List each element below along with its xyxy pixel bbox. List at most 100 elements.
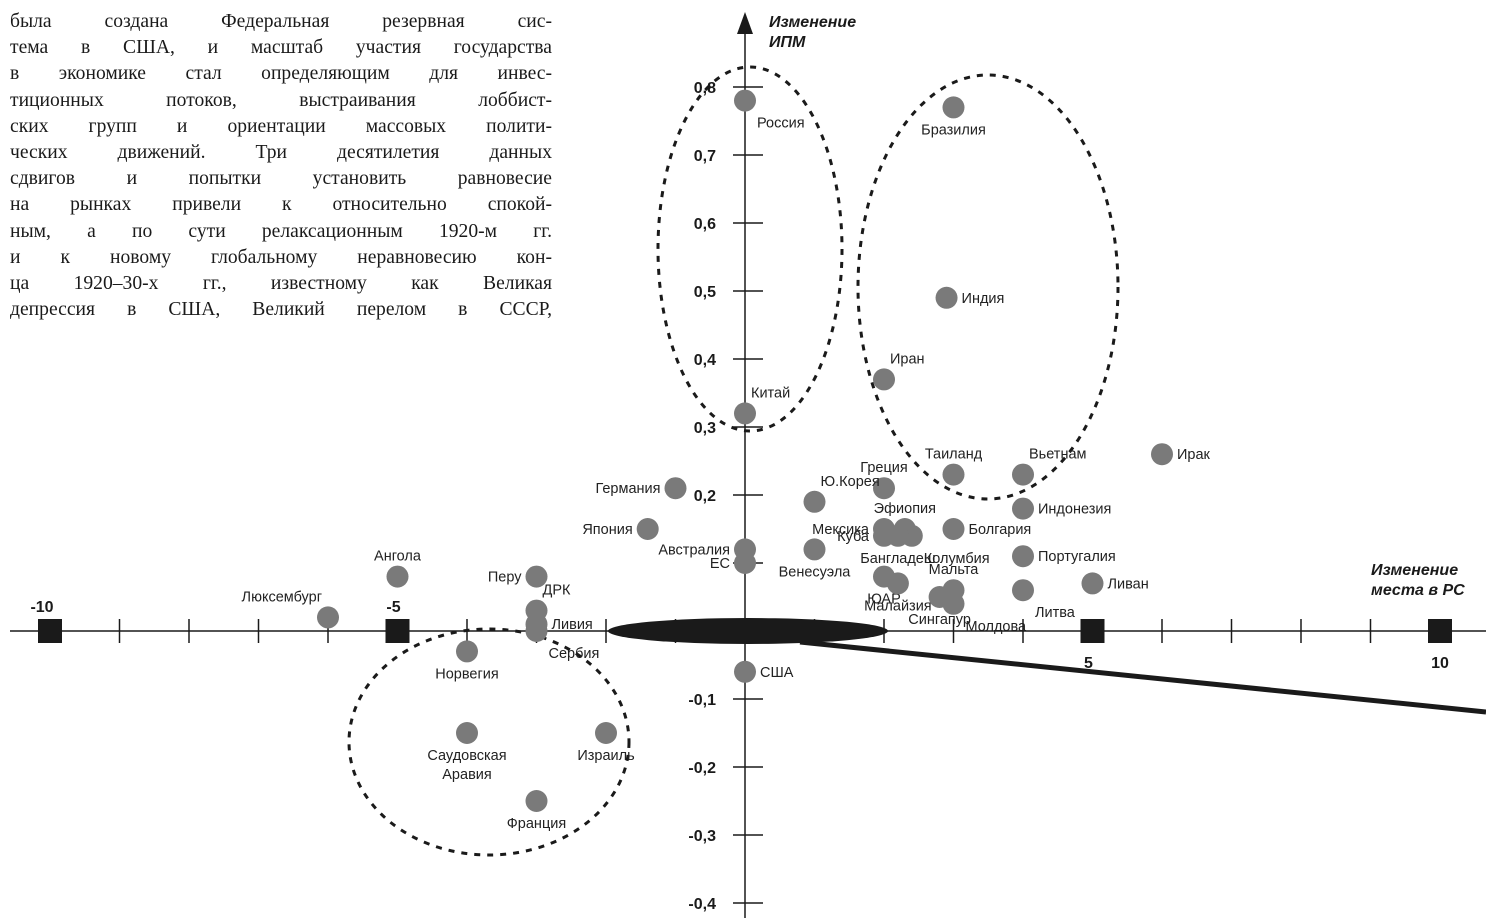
point-label: Иран (890, 351, 925, 367)
point-label: Германия (595, 481, 660, 497)
x-axis-title: Изменение (1371, 562, 1458, 579)
data-point (525, 790, 548, 812)
data-point (595, 722, 617, 744)
data-point (886, 524, 909, 547)
x-tick-label: 5 (1084, 655, 1093, 672)
data-point (1081, 572, 1104, 595)
cluster-ellipse (656, 65, 844, 433)
point-label: Ливия (552, 617, 593, 633)
x-major-tick (385, 619, 410, 643)
axes (10, 12, 1486, 918)
data-point (456, 640, 478, 663)
body-text: была создана Федеральная резервная сис-т… (10, 9, 552, 323)
point-label: Венесуэла (779, 564, 852, 580)
y-tick-label: -0,4 (688, 896, 716, 913)
y-tick-label: -0,2 (688, 760, 716, 777)
data-points: Россия Бразилия Индия Иран Китай Ирак Таиланд В… (242, 89, 1211, 832)
data-point (873, 477, 895, 500)
point-label: ЮАР (867, 592, 901, 608)
origin-ellipse (608, 618, 888, 644)
text-line: сдвигов и попытки установить равновесие (10, 168, 552, 190)
point-label: Перу (488, 570, 522, 586)
point-label: Молдова (966, 619, 1028, 635)
point-label: Саудовская Аравия (427, 748, 506, 783)
text-line: была создана Федеральная резервная сис- (10, 11, 552, 32)
data-point (734, 660, 756, 683)
text-line: ным, а по сути релаксационным 1920-м гг. (10, 220, 552, 242)
text-line: ца 1920–30-х гг., известному как Великая (10, 273, 552, 295)
y-tick-label: 0,5 (694, 284, 716, 301)
y-tick-label: 0,4 (694, 352, 716, 369)
text-line: тема в США, и масштаб участия государств… (10, 37, 552, 59)
point-label: Мексика (812, 522, 870, 538)
x-tick-label: 10 (1431, 655, 1449, 672)
data-point (525, 620, 548, 642)
point-label: ДРК (543, 583, 571, 599)
text-line: в экономике стал определяющим для инвес- (10, 63, 552, 85)
y-tick-label: 0,7 (694, 148, 716, 165)
data-point (873, 368, 895, 391)
point-label: Россия (757, 116, 805, 132)
point-label: Малайзия (864, 598, 932, 614)
y-tick-label: 0,6 (694, 216, 716, 233)
y-axis-arrow (737, 12, 753, 34)
data-point (942, 518, 965, 540)
point-label: Индонезия (1038, 502, 1111, 518)
data-point (734, 552, 756, 574)
y-axis-title: ИПМ (769, 34, 806, 51)
point-label: Бангладеш (860, 551, 935, 567)
data-point (734, 89, 756, 112)
point-label: США (760, 665, 794, 681)
x-axis-title: места в РС (1371, 582, 1465, 599)
point-label: Греция (860, 460, 907, 476)
data-point (935, 286, 958, 309)
point-label: Ангола (374, 549, 422, 565)
data-point (525, 565, 548, 588)
x-tick-label: -10 (30, 599, 53, 616)
data-point (636, 518, 659, 540)
text-line: тиционных потоков, выстраивания лоббист- (10, 89, 552, 111)
point-label: Португалия (1038, 549, 1116, 565)
text-line: ческих движений. Три десятилетия данных (10, 142, 552, 164)
point-label: Куба (837, 529, 870, 545)
point-label: Индия (962, 291, 1005, 307)
data-point (1012, 545, 1034, 568)
tick-labels: -10 -5 5 10 0,8 0,7 0,6 0,5 0,4 0,3 0,2 -0,1 -0,2 -0,… (30, 80, 1449, 913)
y-axis-title: Изменение (769, 14, 856, 31)
point-label: Франция (507, 816, 566, 832)
y-tick-label: -0,1 (688, 692, 716, 709)
point-label: Ю.Корея (821, 474, 880, 490)
y-tick-label: 0,2 (694, 488, 716, 505)
x-major-tick (1428, 619, 1452, 643)
data-point (942, 96, 965, 119)
point-label: Япония (582, 522, 632, 538)
point-label: Сингапур (908, 612, 971, 628)
point-label: Ирак (1177, 447, 1211, 463)
data-point (664, 477, 687, 500)
point-label: Люксембург (242, 589, 322, 605)
data-point (886, 572, 909, 595)
data-point (942, 463, 965, 486)
point-label: Австралия (658, 542, 730, 558)
y-tick-label: -0,3 (688, 828, 716, 845)
point-label: Таиланд (925, 447, 983, 463)
text-line: депрессия в США, Великий перелом в СССР, (10, 299, 552, 321)
point-label: Бразилия (921, 122, 986, 138)
point-label: Эфиопия (874, 501, 936, 517)
data-point (942, 592, 965, 615)
x-major-tick (1080, 619, 1105, 643)
point-label: Колумбия (924, 551, 990, 567)
point-label: Литва (1035, 605, 1076, 621)
data-point (1012, 497, 1034, 520)
point-label: Норвегия (435, 666, 498, 682)
text-line: и к новому глобальному неравновесию кон- (10, 246, 552, 268)
data-point (456, 722, 478, 744)
pointer-line (799, 639, 1486, 715)
point-label: Ливан (1108, 576, 1149, 592)
text-line: ских групп и ориентации массовых полити- (10, 115, 552, 137)
axis-titles: Изменение ИПМ Изменение места в РС (769, 14, 1465, 599)
data-point (1012, 463, 1034, 486)
text-line: на рынках привели к относительно спокой- (10, 194, 552, 216)
